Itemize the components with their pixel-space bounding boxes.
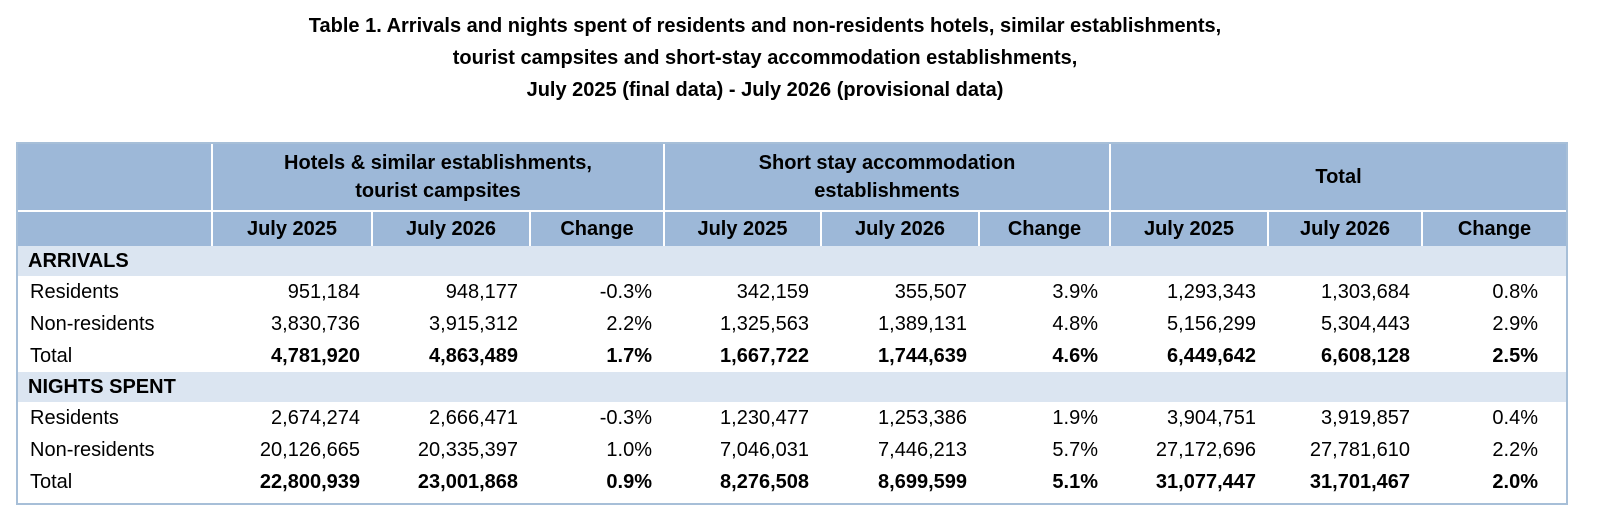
table-cell: 6,449,642 xyxy=(1167,344,1257,367)
table-cell: 951,184 xyxy=(287,280,360,303)
row-label: Residents xyxy=(30,280,119,303)
table-cell: 1.9% xyxy=(1052,406,1099,429)
group-header-line: establishments xyxy=(814,180,960,202)
table-cell: 1,389,131 xyxy=(878,312,967,335)
table-cell: 20,335,397 xyxy=(417,438,518,461)
section-row-nights-spent: NIGHTS SPENT xyxy=(18,372,1567,402)
row-label: Non-residents xyxy=(30,312,155,335)
table-cell: 2,666,471 xyxy=(429,406,518,429)
table-cell: 3.9% xyxy=(1052,280,1099,303)
table-cell: 27,781,610 xyxy=(1309,438,1411,461)
table-cell: 5.1% xyxy=(1052,470,1099,493)
section-row-arrivals: ARRIVALS xyxy=(18,246,1567,276)
table-cell: 1.7% xyxy=(606,344,652,367)
corner-cell xyxy=(18,210,212,246)
table-cell: 4.6% xyxy=(1052,344,1099,367)
column-header: Change xyxy=(1421,210,1567,246)
group-header-hotels: Hotels & similar establishments, tourist… xyxy=(211,144,664,211)
table-row: Non-residents 20,126,665 20,335,397 1.0%… xyxy=(18,434,1566,466)
table-cell: 8,276,508 xyxy=(720,470,809,493)
table-cell: 2.2% xyxy=(1492,438,1539,461)
table-cell: 6,608,128 xyxy=(1321,344,1411,367)
statistics-table-container: Hotels & similar establishments, tourist… xyxy=(16,142,1568,505)
row-label: Total xyxy=(30,470,73,493)
table-row-total: Total 4,781,920 4,863,489 1.7% 1,667,722… xyxy=(18,340,1566,372)
table-cell: 1,325,563 xyxy=(720,312,809,335)
group-header-short-stay: Short stay accommodation establishments xyxy=(662,144,1111,211)
column-header: July 2025 xyxy=(663,210,821,246)
group-header-line: Total xyxy=(1315,166,1362,188)
table-cell: 3,919,857 xyxy=(1321,406,1411,429)
section-title: ARRIVALS xyxy=(18,246,1567,276)
table-cell: 0.9% xyxy=(606,470,652,493)
table-row: Residents 951,184 948,177 -0.3% 342,159 … xyxy=(18,276,1566,308)
table-cell: 2.9% xyxy=(1492,312,1539,335)
table-cell: 1,744,639 xyxy=(878,344,967,367)
table-cell: -0.3% xyxy=(599,280,652,303)
table-title: Table 1. Arrivals and nights spent of re… xyxy=(0,10,1530,106)
statistics-table: Hotels & similar establishments, tourist… xyxy=(18,144,1567,498)
table-row: Residents 2,674,274 2,666,471 -0.3% 1,23… xyxy=(18,402,1566,434)
table-cell: 2.2% xyxy=(606,312,652,335)
column-header: July 2026 xyxy=(371,210,530,246)
table-cell: 5,156,299 xyxy=(1167,312,1257,335)
column-header: Change xyxy=(529,210,664,246)
table-cell: 31,077,447 xyxy=(1155,470,1257,493)
table-row-total: Total 22,800,939 23,001,868 0.9% 8,276,5… xyxy=(18,466,1566,498)
column-header: July 2025 xyxy=(1109,210,1269,246)
table-cell: 1,293,343 xyxy=(1167,280,1257,303)
row-label: Total xyxy=(30,344,73,367)
table-cell: 2.0% xyxy=(1492,470,1539,493)
column-header: July 2026 xyxy=(820,210,979,246)
table-cell: 1,667,722 xyxy=(720,344,809,367)
group-header-line: Short stay accommodation xyxy=(758,152,1016,174)
table-cell: 4.8% xyxy=(1052,312,1099,335)
table-cell: 948,177 xyxy=(445,280,518,303)
section-title: NIGHTS SPENT xyxy=(18,372,1567,402)
group-header-line: Hotels & similar establishments, xyxy=(284,152,592,174)
table-cell: 8,699,599 xyxy=(878,470,967,493)
column-header: July 2026 xyxy=(1267,210,1423,246)
table-cell: 7,046,031 xyxy=(720,438,809,461)
table-cell: 4,781,920 xyxy=(271,344,360,367)
table-cell: 1,303,684 xyxy=(1321,280,1411,303)
table-cell: 2.5% xyxy=(1492,344,1539,367)
group-header-row: Hotels & similar establishments, tourist… xyxy=(18,144,1567,211)
title-line-2: tourist campsites and short-stay accommo… xyxy=(452,47,1078,69)
row-label: Non-residents xyxy=(30,438,155,461)
sub-header-row: July 2025 July 2026 Change July 2025 Jul… xyxy=(18,210,1567,246)
group-header-total: Total xyxy=(1109,144,1567,211)
row-label: Residents xyxy=(30,406,119,429)
table-cell: 342,159 xyxy=(736,280,809,303)
table-cell: -0.3% xyxy=(599,406,652,429)
group-header-line: tourist campsites xyxy=(355,180,521,202)
table-cell: 1,230,477 xyxy=(720,406,809,429)
table-cell: 0.8% xyxy=(1492,280,1539,303)
table-cell: 3,915,312 xyxy=(429,312,518,335)
table-cell: 3,830,736 xyxy=(271,312,360,335)
table-cell: 2,674,274 xyxy=(271,406,360,429)
table-cell: 355,507 xyxy=(894,280,967,303)
table-cell: 27,172,696 xyxy=(1155,438,1257,461)
table-cell: 31,701,467 xyxy=(1309,470,1411,493)
table-row: Non-residents 3,830,736 3,915,312 2.2% 1… xyxy=(18,308,1566,340)
column-header: July 2025 xyxy=(211,210,372,246)
table-cell: 4,863,489 xyxy=(429,344,518,367)
table-cell: 22,800,939 xyxy=(259,470,360,493)
table-cell: 3,904,751 xyxy=(1167,406,1257,429)
table-cell: 0.4% xyxy=(1492,406,1539,429)
table-cell: 5,304,443 xyxy=(1321,312,1411,335)
column-header: Change xyxy=(977,210,1111,246)
table-cell: 1.0% xyxy=(606,438,652,461)
table-cell: 1,253,386 xyxy=(878,406,967,429)
title-line-1: Table 1. Arrivals and nights spent of re… xyxy=(308,15,1222,37)
title-line-3: July 2025 (final data) - July 2026 (prov… xyxy=(526,79,1004,101)
table-cell: 20,126,665 xyxy=(259,438,360,461)
table-cell: 23,001,868 xyxy=(417,470,518,493)
table-cell: 5.7% xyxy=(1052,438,1099,461)
corner-cell xyxy=(18,144,212,211)
table-cell: 7,446,213 xyxy=(878,438,967,461)
